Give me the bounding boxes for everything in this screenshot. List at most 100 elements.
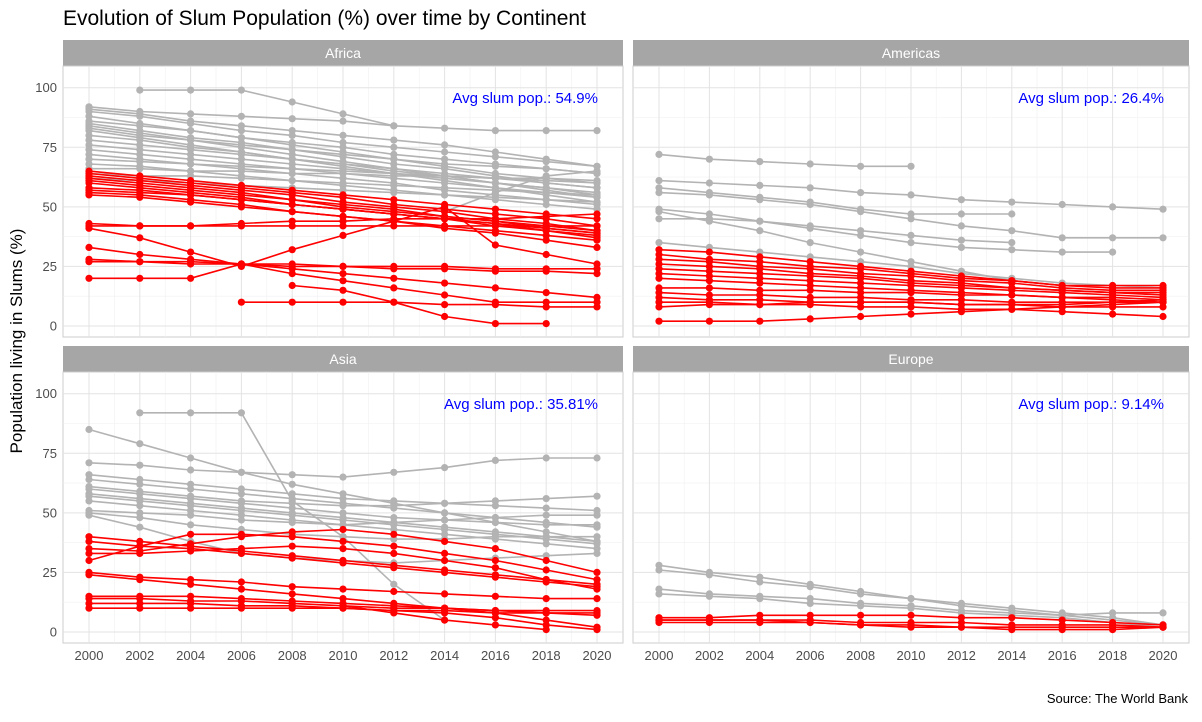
data-point xyxy=(85,459,93,467)
data-point xyxy=(339,298,347,306)
data-point xyxy=(756,196,764,204)
data-point xyxy=(390,587,398,596)
above-average-series-2 xyxy=(85,454,601,481)
series-line xyxy=(658,153,911,168)
x-tick-label: 2016 xyxy=(1048,648,1077,663)
data-point xyxy=(1058,303,1066,311)
data-point xyxy=(907,623,915,631)
data-point xyxy=(756,227,764,235)
data-point xyxy=(136,604,144,612)
data-point xyxy=(907,215,915,223)
data-point xyxy=(1008,614,1016,622)
data-point xyxy=(542,576,550,584)
data-point xyxy=(441,148,449,156)
data-point xyxy=(542,595,550,603)
data-point xyxy=(237,468,245,476)
data-point xyxy=(593,127,601,135)
data-point xyxy=(187,86,195,94)
data-point xyxy=(1008,239,1016,247)
data-point xyxy=(288,169,296,178)
data-point xyxy=(237,86,245,94)
below-average-series-24 xyxy=(339,602,550,634)
data-point xyxy=(705,317,714,325)
average-annotation: Avg slum pop.: 54.9% xyxy=(452,90,598,107)
facet-strip-label: Europe xyxy=(888,351,933,367)
series-line xyxy=(659,218,1012,244)
facet-panels: Africa 0 25 50 75 100 Avg slum pop.: 54.9% Amer… xyxy=(35,40,1190,663)
data-point xyxy=(542,609,550,617)
data-point xyxy=(441,291,449,299)
data-point xyxy=(705,301,714,309)
x-tick-label: 2002 xyxy=(125,648,154,663)
data-point xyxy=(441,203,449,211)
data-point xyxy=(1058,234,1066,242)
data-point xyxy=(85,274,93,282)
x-tick-label: 2016 xyxy=(481,648,510,663)
average-annotation: Avg slum pop.: 35.81% xyxy=(444,396,598,413)
data-point xyxy=(857,208,865,216)
data-point xyxy=(339,262,347,270)
data-point xyxy=(593,626,601,634)
data-point xyxy=(705,284,714,292)
data-point xyxy=(390,502,398,510)
data-point xyxy=(806,298,814,306)
data-point xyxy=(491,127,499,135)
data-point xyxy=(136,440,144,448)
facet-panel-asia: Asia 0 25 50 75 100 2000 2002 2004 2006 2008 2010 20… xyxy=(35,346,624,663)
data-point xyxy=(339,222,347,230)
data-point xyxy=(339,117,347,125)
data-point xyxy=(288,471,296,479)
data-point xyxy=(136,258,144,266)
data-point xyxy=(187,547,195,555)
data-point xyxy=(491,222,499,230)
data-point xyxy=(705,191,714,199)
x-tick-label: 2008 xyxy=(846,648,875,663)
y-tick-label: 25 xyxy=(43,259,57,274)
data-point xyxy=(136,112,144,120)
data-point xyxy=(542,189,550,197)
data-point xyxy=(593,243,601,251)
data-point xyxy=(957,301,966,309)
x-tick-label: 2006 xyxy=(227,648,256,663)
data-point xyxy=(957,623,966,631)
data-point xyxy=(907,231,915,239)
data-point xyxy=(390,284,398,292)
data-point xyxy=(655,616,663,624)
y-tick-label: 50 xyxy=(43,505,57,520)
data-point xyxy=(339,277,347,285)
facet-strip xyxy=(633,40,1189,66)
data-point xyxy=(187,160,195,168)
data-point xyxy=(1008,626,1016,634)
data-point xyxy=(542,165,550,173)
data-point xyxy=(542,303,550,311)
data-point xyxy=(288,518,296,527)
data-point xyxy=(288,270,296,278)
data-point xyxy=(542,267,550,275)
data-point xyxy=(857,298,865,306)
data-point xyxy=(339,286,347,294)
data-point xyxy=(441,301,449,309)
data-point xyxy=(441,124,449,132)
data-point xyxy=(806,286,814,294)
data-point xyxy=(288,98,296,106)
data-point xyxy=(187,485,195,493)
data-point xyxy=(237,604,245,612)
data-point xyxy=(136,514,144,522)
data-point xyxy=(491,621,499,629)
data-point xyxy=(1159,298,1167,306)
data-point xyxy=(85,258,93,266)
above-average-series-0 xyxy=(655,150,915,170)
data-point xyxy=(441,184,449,192)
data-point xyxy=(491,241,499,249)
data-point xyxy=(857,312,865,321)
data-point xyxy=(542,556,550,565)
data-point xyxy=(655,215,663,223)
data-point xyxy=(542,250,550,259)
data-point xyxy=(390,189,398,197)
data-point xyxy=(288,146,296,154)
data-point xyxy=(593,595,601,603)
data-point xyxy=(390,181,398,189)
data-point xyxy=(593,585,601,593)
data-point xyxy=(806,618,814,627)
data-point xyxy=(85,475,93,484)
